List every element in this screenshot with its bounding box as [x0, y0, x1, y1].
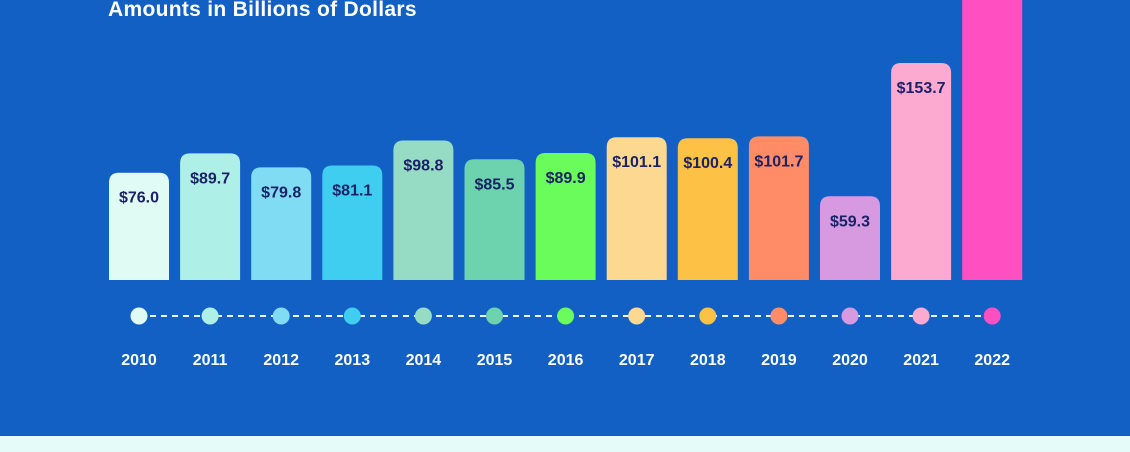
year-label-2020: 2020: [832, 352, 868, 369]
value-label-2010: $76.0: [119, 190, 159, 207]
bar-2014: [393, 140, 454, 280]
timeline-dot-2011: [201, 307, 219, 325]
timeline-dot-2015: [486, 307, 503, 325]
year-label-2012: 2012: [263, 352, 299, 369]
timeline-dot-2020: [841, 307, 859, 325]
year-label-2014: 2014: [406, 352, 442, 369]
value-label-2020: $59.3: [830, 213, 870, 230]
year-label-2013: 2013: [335, 352, 371, 369]
timeline-dot-2016: [557, 307, 575, 325]
year-label-2016: 2016: [548, 352, 584, 369]
year-label-2022: 2022: [974, 352, 1010, 369]
timeline-dot-2017: [628, 307, 646, 325]
value-label-2012: $79.8: [261, 184, 301, 201]
bar-2017: [606, 137, 667, 280]
timeline-group: 2010 2011 2012 2013 2014 2015 2016 2017 2018 2019…: [121, 307, 1010, 369]
timeline-dot-2022: [983, 307, 1001, 325]
bar-2012: [251, 167, 312, 280]
value-label-2013: $81.1: [332, 182, 372, 199]
timeline-dot-2012: [272, 307, 290, 325]
bars-group: $76.0 $89.7 $79.8 $81.1 $98.8 $85.5 $89.9 $101.…: [109, 0, 1023, 280]
year-label-2021: 2021: [903, 352, 939, 369]
timeline-dot-2021: [912, 307, 930, 325]
timeline-dot-2019: [770, 307, 788, 325]
timeline-dot-2018: [699, 307, 717, 325]
bar-2011: [180, 153, 241, 280]
value-label-2021: $153.7: [897, 80, 946, 97]
bottom-band: [0, 436, 1130, 452]
bar-2019: [748, 136, 809, 280]
year-label-2015: 2015: [477, 352, 513, 369]
bar-2021: [891, 62, 952, 280]
year-label-2017: 2017: [619, 352, 655, 369]
year-label-2019: 2019: [761, 352, 797, 369]
year-label-2010: 2010: [121, 352, 157, 369]
year-label-2018: 2018: [690, 352, 726, 369]
value-label-2019: $101.7: [754, 153, 803, 170]
value-label-2016: $89.9: [546, 170, 586, 187]
bar-2013: [322, 165, 383, 280]
bar-2015: [464, 159, 525, 280]
bar-2018: [677, 138, 738, 280]
chart-subtitle: Amounts in Billions of Dollars: [108, 0, 417, 21]
value-label-2018: $100.4: [683, 155, 732, 172]
bar-2016: [535, 153, 596, 280]
bar-2010: [109, 172, 169, 280]
value-label-2017: $101.1: [612, 154, 661, 171]
value-label-2014: $98.8: [403, 157, 443, 174]
bar-2020: [820, 196, 880, 280]
timeline-dot-2014: [414, 307, 432, 325]
year-label-2011: 2011: [193, 352, 228, 369]
timeline-dot-2013: [343, 307, 361, 325]
value-label-2015: $85.5: [474, 176, 514, 193]
timeline-dot-2010: [130, 307, 148, 325]
value-label-2011: $89.7: [190, 170, 230, 187]
bar-2022: [962, 0, 1023, 280]
